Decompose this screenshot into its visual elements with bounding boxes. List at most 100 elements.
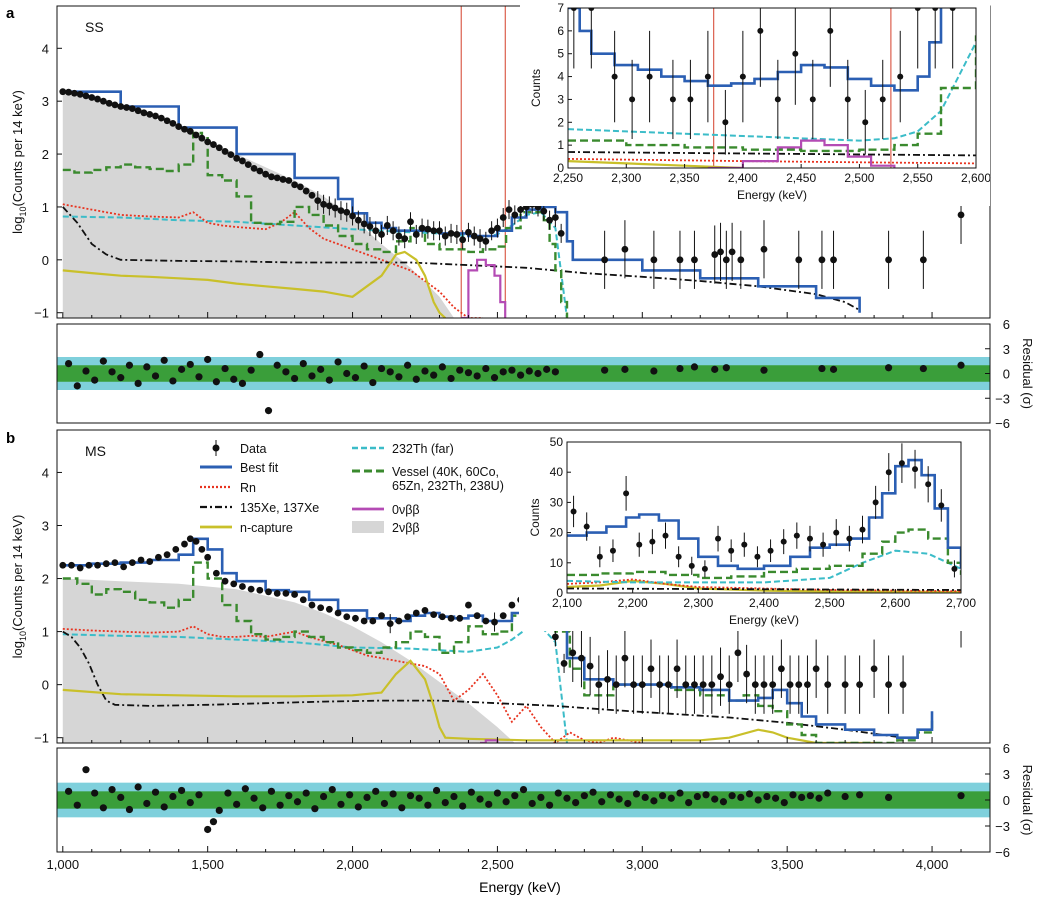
residual-point [64, 360, 73, 368]
residual-point [447, 374, 455, 383]
inset-series-vessel-line [568, 35, 976, 153]
series-n-capture-line [62, 250, 447, 318]
data-point [691, 256, 698, 264]
series-135xe-137xe-line [62, 206, 861, 311]
data-point [204, 138, 212, 146]
inset-data-point [767, 547, 774, 554]
series-vessel-line [62, 131, 569, 318]
residual-point [690, 363, 699, 371]
residual-point [224, 789, 232, 797]
inset-data-point [846, 535, 853, 542]
data-point [711, 251, 719, 258]
data-point [268, 173, 275, 181]
data-point [424, 225, 432, 233]
residual-point [406, 792, 415, 800]
residual-point [676, 364, 684, 373]
residual-point [551, 368, 559, 376]
inset-series-n-capture-line [567, 579, 961, 593]
data-point [491, 618, 498, 626]
residual-point [760, 366, 768, 374]
data-point [314, 197, 322, 205]
y-axis-label-rest: (Counts per 14 keV) [10, 90, 25, 206]
residual-point [502, 798, 510, 806]
data-point [441, 232, 449, 240]
panel-b-inset-bg [519, 438, 975, 631]
residual-y-tick-label: 6 [1003, 317, 1010, 332]
data-point [595, 681, 603, 689]
data-point [279, 176, 287, 183]
inset-y-tick-label: 7 [557, 1, 564, 15]
residual-point [737, 793, 745, 802]
residual-y-tick-label: −3 [995, 391, 1010, 406]
data-point [682, 681, 690, 689]
data-point [227, 151, 235, 158]
inset-data-point [629, 96, 636, 103]
residual-point [676, 789, 684, 797]
residual-point [82, 766, 90, 774]
data-point [734, 649, 742, 657]
data-point [239, 583, 246, 590]
residual-point [311, 805, 319, 813]
inset-x-tick-label: 2,550 [903, 171, 933, 185]
residual-point [308, 372, 316, 380]
data-point [638, 681, 646, 689]
residual-point [919, 364, 927, 373]
y-tick-label: 2 [42, 572, 49, 587]
residual-point [209, 818, 218, 826]
residual-point [143, 799, 151, 808]
inset-data-point [780, 538, 787, 545]
residual-x-tick-label: 3,500 [771, 857, 804, 872]
data-point [546, 216, 553, 224]
residual-point [337, 800, 345, 808]
data-point [656, 681, 664, 689]
residual-point [377, 364, 386, 373]
residual-point [186, 360, 194, 369]
inset-data-point [844, 96, 851, 103]
data-point [282, 589, 290, 597]
residual-point [204, 355, 212, 364]
inset-data-point [570, 508, 577, 515]
data-point [476, 235, 484, 243]
data-point [221, 577, 229, 585]
residual-point [169, 792, 177, 801]
data-point [412, 231, 420, 238]
inset-data-point [757, 27, 764, 34]
data-point [262, 170, 270, 178]
panel-label: MS [85, 443, 106, 459]
inset-data-point [649, 538, 656, 545]
residual-point [650, 797, 658, 805]
data-point [265, 588, 272, 596]
inset-series-232th-far-line [567, 549, 961, 584]
y-tick-label: −1 [34, 306, 49, 321]
data-point [841, 681, 849, 689]
data-point [244, 161, 252, 169]
panel-b-plot-area [59, 535, 965, 743]
residual-point [818, 364, 826, 373]
data-point [210, 141, 217, 148]
residual-point [615, 795, 623, 803]
y-tick-label: 0 [42, 678, 49, 693]
legend-rn-label: Rn [240, 481, 256, 495]
residual-point [728, 792, 736, 800]
inset-data-point [951, 565, 958, 572]
residual-point [780, 799, 788, 807]
residual-point [415, 794, 423, 802]
data-point [824, 681, 832, 689]
residual-point [763, 792, 771, 801]
inset-series-0-line [707, 139, 896, 168]
residual-point [450, 792, 458, 801]
data-point [85, 561, 93, 569]
data-point [885, 256, 892, 264]
inset-series-135xe-137xe-line [568, 151, 976, 157]
panel-a-residual: −6 −3 0 3 6 Residual (σ) [56, 317, 1035, 431]
inset-data-point [885, 469, 892, 476]
data-point [372, 227, 380, 235]
residual-point [485, 800, 493, 808]
residual-point [430, 371, 438, 379]
data-point [70, 89, 78, 97]
panel-a-inset-bg [520, 4, 990, 206]
residual-point [528, 799, 536, 808]
residual-y-axis-label: Residual (σ) [1020, 765, 1035, 836]
residual-point [624, 799, 632, 808]
